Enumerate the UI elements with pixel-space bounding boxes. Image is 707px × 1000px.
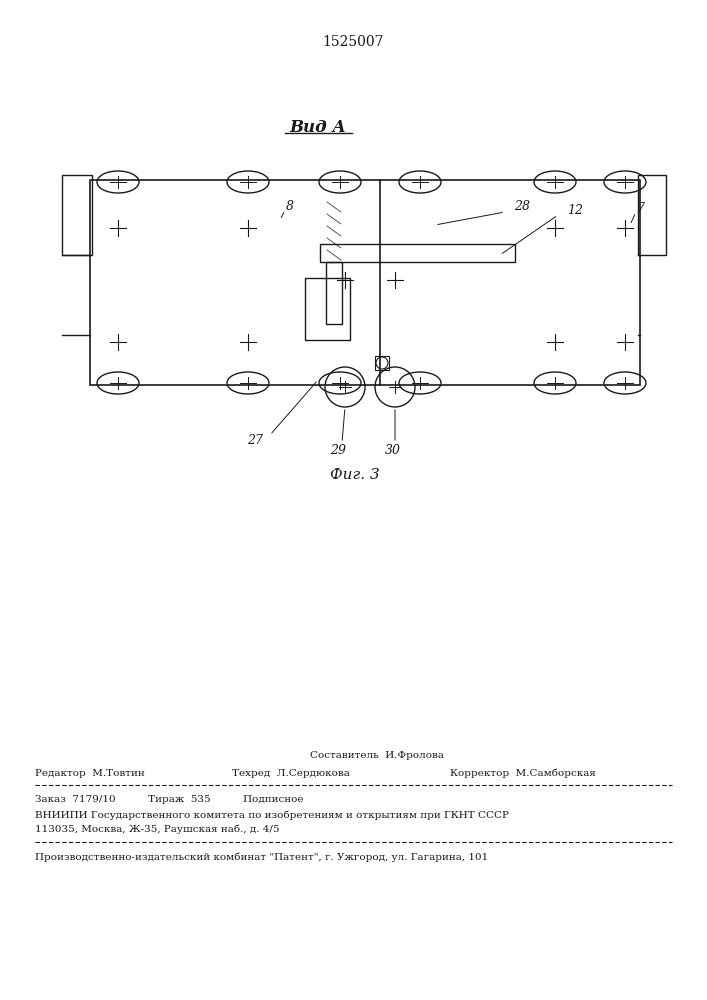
Text: 28: 28 <box>514 200 530 214</box>
Text: 8: 8 <box>286 200 294 214</box>
Text: 113035, Москва, Ж-35, Раушская наб., д. 4/5: 113035, Москва, Ж-35, Раушская наб., д. … <box>35 824 279 834</box>
Bar <box>320 244 515 262</box>
Text: Вид А: Вид А <box>290 119 346 136</box>
Bar <box>90 180 640 385</box>
Text: 12: 12 <box>567 204 583 217</box>
Text: ВНИИПИ Государственного комитета по изобретениям и открытиям при ГКНТ СССР: ВНИИПИ Государственного комитета по изоб… <box>35 810 509 820</box>
Text: 27: 27 <box>247 434 263 446</box>
Text: Производственно-издательский комбинат "Патент", г. Ужгород, ул. Гагарина, 101: Производственно-издательский комбинат "П… <box>35 852 489 862</box>
Text: 7: 7 <box>636 202 644 215</box>
Bar <box>62 175 92 255</box>
Text: 1525007: 1525007 <box>322 35 384 49</box>
Text: Фиг. 3: Фиг. 3 <box>330 468 380 482</box>
Text: Заказ  7179/10          Тираж  535          Подписное: Заказ 7179/10 Тираж 535 Подписное <box>35 796 303 804</box>
Bar <box>638 175 666 255</box>
Text: Составитель  И.Фролова: Составитель И.Фролова <box>310 750 444 760</box>
Text: 30: 30 <box>385 444 401 456</box>
Bar <box>326 262 342 324</box>
Bar <box>305 278 350 340</box>
Text: Корректор  М.Самборская: Корректор М.Самборская <box>450 768 596 778</box>
Text: 29: 29 <box>330 444 346 456</box>
Bar <box>375 356 389 370</box>
Text: Редактор  М.Товтин: Редактор М.Товтин <box>35 768 145 778</box>
Text: Техред  Л.Сердюкова: Техред Л.Сердюкова <box>232 768 350 778</box>
